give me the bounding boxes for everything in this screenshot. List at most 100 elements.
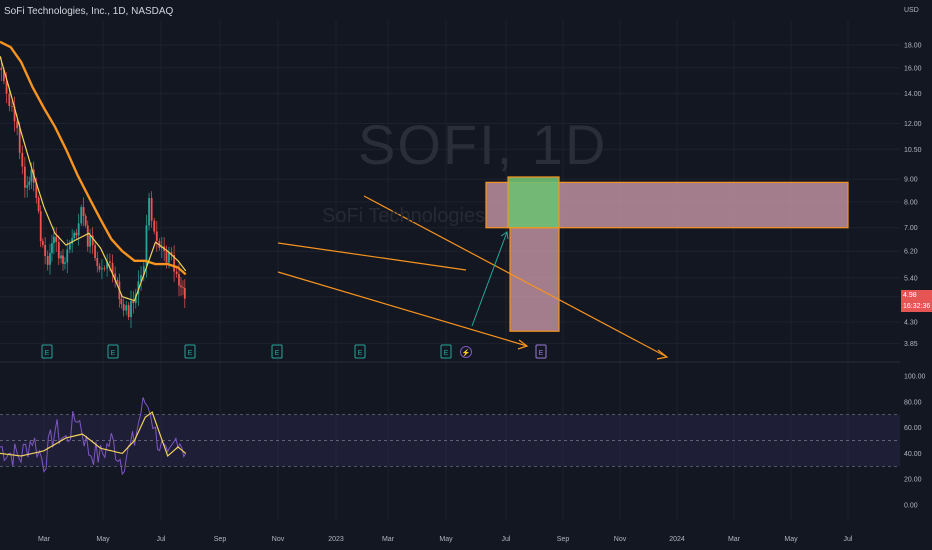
rsi-panel	[0, 397, 900, 476]
candle-body	[114, 273, 117, 280]
earnings-marker-icon	[107, 344, 119, 359]
candle-body	[2, 70, 5, 82]
channel-1-upper	[277, 242, 467, 271]
projection-box-vertical	[509, 227, 560, 332]
candle-body	[57, 241, 60, 259]
candle-body	[51, 243, 53, 253]
rsi-axis[interactable]: 100.00 80.00 60.00 40.00 20.00 0.00	[904, 374, 926, 510]
rsi-tick-label: 60.00	[904, 425, 922, 432]
candle-body	[30, 169, 33, 182]
candle-body	[8, 93, 11, 107]
candle-body	[173, 254, 176, 272]
last-price-badge: 4.98	[901, 290, 932, 301]
event-label: E	[188, 350, 193, 357]
time-tick-label: Jul	[502, 536, 511, 543]
candle-body	[111, 262, 114, 274]
price-tick-label: 10.50	[904, 147, 922, 154]
candle-body	[39, 211, 42, 242]
event-markers[interactable]: E E E E E E ⚡ E	[41, 344, 547, 359]
candle-body	[91, 235, 94, 246]
time-tick-label: 2023	[328, 536, 344, 543]
channel-1-lower	[277, 271, 528, 347]
candle-body	[18, 128, 21, 153]
time-tick-label: Mar	[728, 536, 741, 543]
chart-title: SoFi Technologies, Inc., 1D, NASDAQ	[4, 6, 174, 17]
candle-body	[80, 207, 83, 224]
candle-body	[41, 241, 44, 245]
rsi-tick-label: 100.00	[904, 374, 926, 381]
drawings[interactable]	[277, 195, 669, 360]
price-tick-label: 5.40	[904, 275, 918, 282]
price-axis[interactable]: USD 18.00 16.00 14.00 12.00 10.50 9.00 8.00 7.00…	[904, 7, 922, 348]
price-tick-label: 12.00	[904, 121, 922, 128]
price-tick-label: 4.30	[904, 320, 918, 327]
candle-body	[98, 266, 101, 270]
candle-body	[125, 305, 128, 311]
candle-body	[55, 236, 58, 242]
candle-body	[137, 281, 140, 295]
price-tick-label: 14.00	[904, 91, 922, 98]
candle-body	[122, 304, 125, 311]
price-tick-label: 7.00	[904, 225, 918, 232]
rsi-signal-line	[0, 411, 187, 458]
candle-body	[0, 67, 3, 71]
candle-body	[178, 273, 180, 286]
candle-body	[94, 245, 96, 259]
channel-2-arrowhead	[656, 349, 669, 360]
rsi-tick-label: 80.00	[904, 399, 922, 406]
candles	[0, 57, 186, 329]
candle-body	[21, 152, 24, 167]
event-label: E	[111, 350, 116, 357]
candle-body	[96, 258, 99, 267]
candle-body	[180, 285, 182, 288]
time-tick-label: May	[96, 536, 110, 543]
channel-2-line	[363, 195, 668, 358]
candle-body	[66, 249, 69, 263]
event-label: E	[444, 350, 449, 357]
watermark-symbol: SOFI, 1D	[358, 113, 608, 176]
candle-body	[89, 235, 91, 247]
candle-body	[155, 231, 158, 241]
time-tick-label: Jul	[157, 536, 166, 543]
time-tick-label: Mar	[38, 536, 51, 543]
candle-body	[170, 252, 173, 255]
candle-body	[168, 252, 170, 263]
countdown-badge: 16:32:36	[901, 301, 932, 312]
candle-body	[16, 121, 19, 129]
rsi-line	[0, 397, 187, 476]
candle-body	[132, 300, 135, 304]
earnings-marker-icon	[440, 344, 452, 359]
event-label: E	[45, 350, 50, 357]
candle-body	[37, 197, 40, 212]
moving-averages	[0, 40, 187, 302]
time-axis[interactable]: Mar May Jul Sep Nov 2023 Mar May Jul Sep Nov 2024 Ma…	[38, 536, 853, 543]
candle-body	[73, 232, 76, 238]
candle-body	[153, 220, 156, 232]
earnings-marker-icon	[184, 344, 196, 359]
watermark-name: SoFi Technologies	[322, 205, 486, 227]
time-tick-label: Sep	[557, 536, 570, 543]
candle-body	[49, 252, 51, 265]
candle-body	[106, 261, 109, 269]
ma-fast-line	[0, 55, 187, 302]
candle-body	[13, 106, 16, 122]
candle-body	[53, 236, 55, 244]
candle-body	[11, 106, 13, 107]
price-tick-label: 3.85	[904, 341, 918, 348]
candle-body	[142, 266, 145, 276]
earnings-marker-icon	[354, 344, 366, 359]
ma-slow-line	[0, 40, 187, 276]
candle-body	[5, 81, 8, 94]
currency-label: USD	[904, 7, 919, 14]
candle-body	[116, 279, 119, 282]
candle-body	[60, 255, 62, 259]
projection-arrow	[471, 231, 508, 327]
candle-body	[145, 225, 148, 267]
candle-body	[26, 185, 29, 188]
price-tick-label: 16.00	[904, 65, 922, 72]
projection-arrowhead	[500, 231, 509, 240]
price-tick-label: 8.00	[904, 199, 918, 206]
time-tick-label: 2024	[669, 536, 685, 543]
candle-body	[86, 225, 89, 247]
